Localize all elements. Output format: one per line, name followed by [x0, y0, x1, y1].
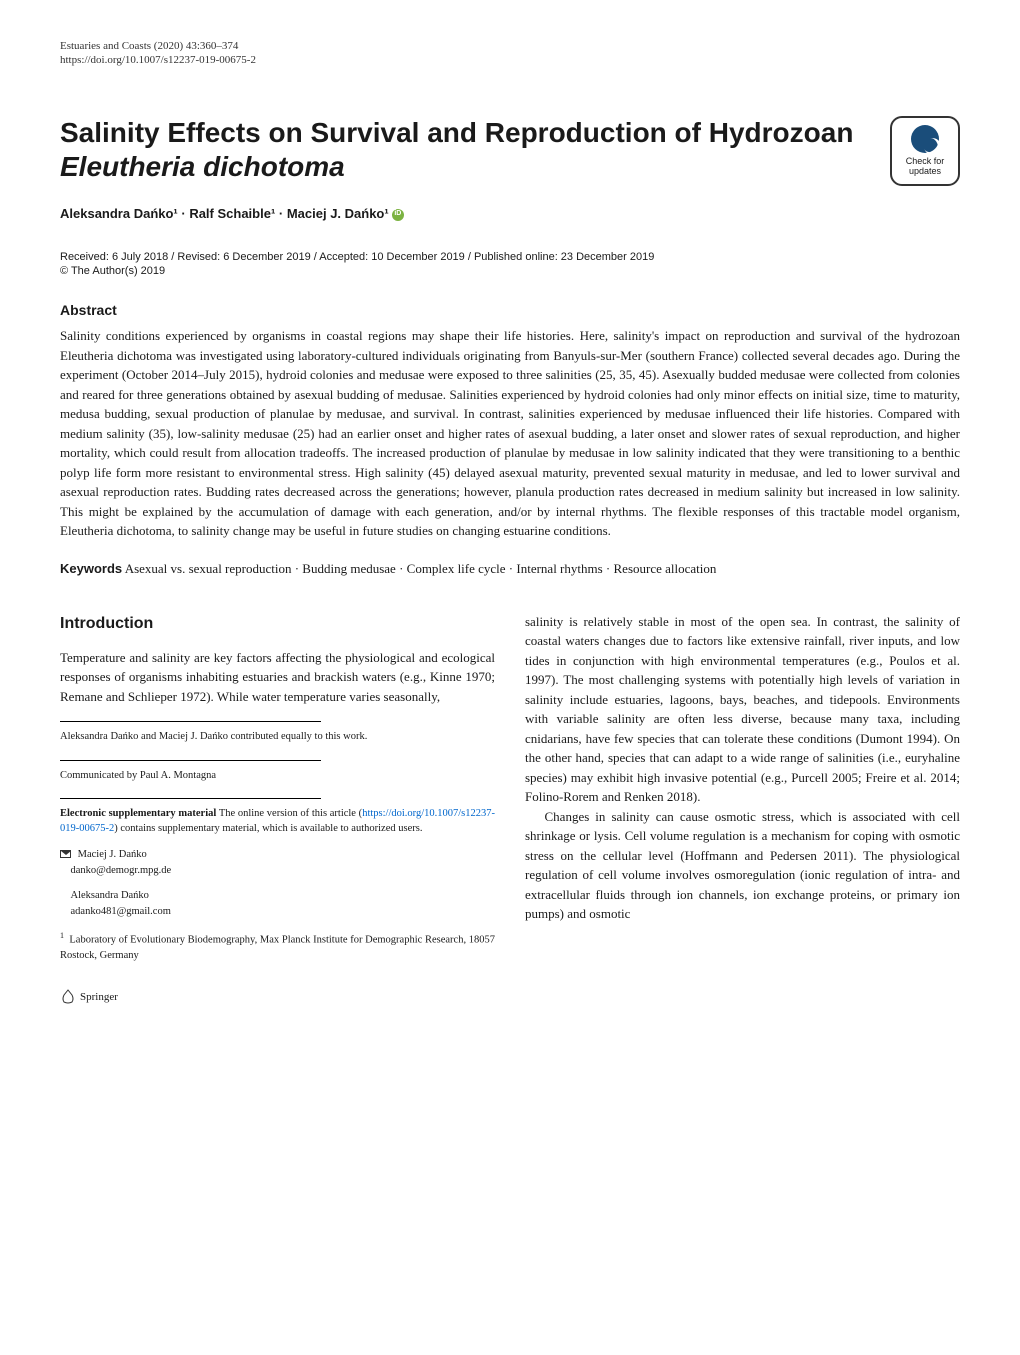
journal-header: Estuaries and Coasts (2020) 43:360–374: [60, 40, 960, 52]
footnote-divider: [60, 721, 321, 722]
abstract-heading: Abstract: [60, 302, 960, 318]
author2-name: Aleksandra Dańko: [71, 890, 149, 901]
publisher-logo: Springer: [60, 989, 495, 1006]
intro-para-left: Temperature and salinity are key factors…: [60, 648, 495, 707]
keywords-line: Keywords Asexual vs. sexual reproduction…: [60, 561, 960, 577]
communicated-by: Communicated by Paul A. Montagna: [60, 769, 495, 784]
left-column: Introduction Temperature and salinity ar…: [60, 612, 495, 1006]
publisher-name: Springer: [80, 989, 118, 1006]
crossmark-icon: [911, 125, 939, 153]
springer-icon: [60, 989, 76, 1005]
corresponding-author: Maciej J. Dańko danko@demogr.mpg.de: [60, 847, 495, 879]
esm-label: Electronic supplementary material: [60, 808, 216, 819]
badge-label: Check forupdates: [906, 157, 945, 177]
check-updates-badge[interactable]: Check forupdates: [890, 116, 960, 186]
title-species: Eleutheria dichotoma: [60, 151, 345, 182]
author-list: Aleksandra Dańko¹ · Ralf Schaible¹ · Mac…: [60, 206, 960, 221]
doi-link: https://doi.org/10.1007/s12237-019-00675…: [60, 54, 960, 66]
second-author: Aleksandra Dańko adanko481@gmail.com: [60, 888, 495, 920]
affiliation: 1 Laboratory of Evolutionary Biodemograp…: [60, 930, 495, 964]
contribution-note: Aleksandra Dańko and Maciej J. Dańko con…: [60, 730, 495, 745]
mail-icon: [60, 850, 71, 858]
title-main: Salinity Effects on Survival and Reprodu…: [60, 117, 853, 148]
keywords-label: Keywords: [60, 561, 122, 576]
author2-email: adanko481@gmail.com: [71, 906, 171, 917]
abstract-body: Salinity conditions experienced by organ…: [60, 326, 960, 541]
orcid-icon[interactable]: [392, 209, 404, 221]
footnote-divider-3: [60, 798, 321, 799]
intro-para-right-1: salinity is relatively stable in most of…: [525, 612, 960, 807]
introduction-heading: Introduction: [60, 612, 495, 636]
corr-author-email: danko@demogr.mpg.de: [71, 865, 172, 876]
esm-note: Electronic supplementary material The on…: [60, 807, 495, 836]
intro-para-right-2: Changes in salinity can cause osmotic st…: [525, 807, 960, 924]
corr-author-name: Maciej J. Dańko: [78, 849, 147, 860]
right-column: salinity is relatively stable in most of…: [525, 612, 960, 1006]
article-title: Salinity Effects on Survival and Reprodu…: [60, 116, 870, 183]
copyright-line: © The Author(s) 2019: [60, 265, 960, 277]
keywords-text: Asexual vs. sexual reproduction · Buddin…: [125, 561, 717, 576]
article-dates: Received: 6 July 2018 / Revised: 6 Decem…: [60, 251, 960, 263]
footnote-divider-2: [60, 760, 321, 761]
